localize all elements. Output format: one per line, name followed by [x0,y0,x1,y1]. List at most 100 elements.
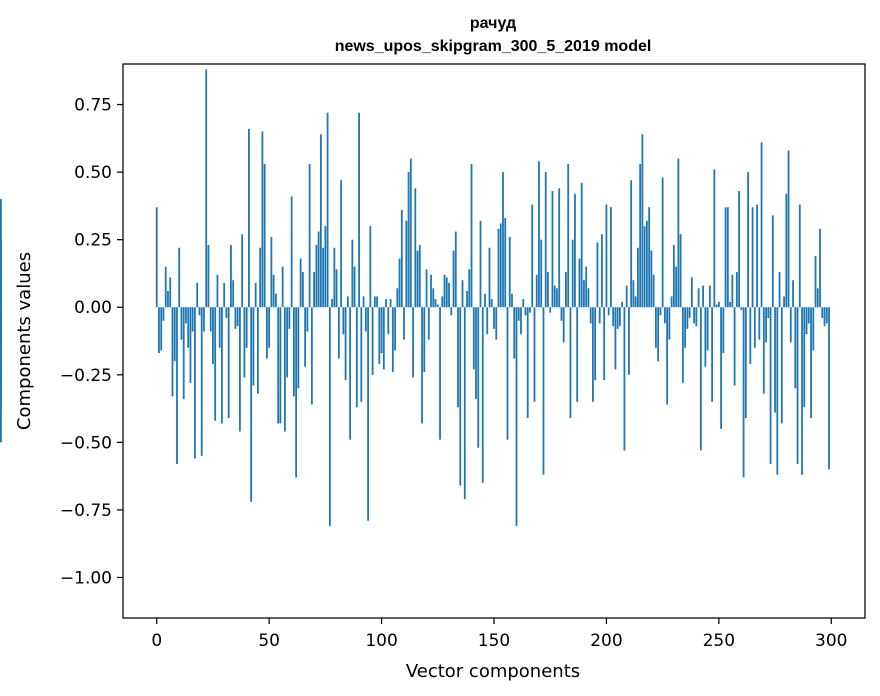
bar [531,204,534,308]
bar [207,245,210,308]
bar [502,172,504,308]
bar [767,307,770,319]
bar [672,245,675,308]
bar [340,180,342,308]
bar [762,307,765,394]
bar [430,274,432,308]
bar [659,307,662,316]
bar [785,193,788,308]
bar [713,169,716,308]
bar [160,307,163,351]
bar [553,285,556,308]
bar [722,307,725,354]
bar [515,307,518,527]
bar [569,307,572,419]
bar [798,204,801,308]
bar [686,307,689,329]
bar [708,285,711,308]
bar [601,234,603,308]
bar [614,307,617,370]
chart-title-line1: рачуд [470,15,516,32]
bar [0,307,2,443]
bar [452,250,455,308]
bar [252,307,255,386]
bar [230,245,232,308]
bar [275,293,277,308]
bar [778,272,781,308]
bar [209,307,212,332]
bar [825,307,828,324]
bar [495,307,498,340]
bar [583,280,585,308]
bar [421,307,423,424]
bar [497,228,500,308]
bar [214,307,217,421]
bar [556,288,558,308]
bar [387,307,390,335]
bar [239,307,241,432]
bar [317,231,320,308]
bar [580,182,583,308]
bar [535,274,538,308]
bar [684,307,687,348]
bar [551,191,554,308]
bar [412,307,414,378]
bar [756,204,758,308]
bar [641,134,644,308]
bar [668,307,671,340]
bar [821,307,824,319]
bar [699,307,702,451]
bar [780,307,783,424]
bar [679,234,682,308]
bar [526,307,529,419]
bar [351,239,354,308]
bar [769,307,772,464]
bar [742,307,745,478]
bar [630,180,633,308]
bar [803,307,806,408]
bar [266,307,268,359]
chart-title-line2: news_upos_skipgram_300_5_2019 model [335,38,652,55]
bar [560,307,563,321]
bar [432,288,435,308]
bar [520,307,522,335]
bar [585,266,588,308]
bar [358,112,360,308]
bar [565,272,567,308]
bar [248,128,250,308]
bar [765,307,767,343]
x-tick-label: 100 [365,631,397,651]
bar [801,307,803,475]
bar [675,266,678,308]
bar [650,250,653,308]
bar [304,307,307,367]
bar [594,307,597,381]
bar [607,307,610,316]
bar [690,277,693,308]
bar [450,307,453,316]
y-axis-title: Components values [14,252,35,430]
bar [490,299,493,308]
bar [513,307,516,359]
bar [272,274,275,308]
bar [164,266,167,308]
bar [740,307,743,310]
bar [263,163,266,308]
bar [472,307,475,370]
bar [349,307,351,440]
bar [657,307,660,362]
bar [445,277,448,308]
bar [457,307,459,408]
bar [380,307,383,354]
x-tick-label: 0 [151,631,162,651]
bar [346,296,349,308]
bar [484,293,486,308]
y-tick-label: −0.50 [60,433,112,453]
bar [774,307,776,413]
bar [425,269,428,308]
bar [369,226,372,308]
bar [567,163,570,308]
bar [688,307,691,319]
bar [288,307,291,329]
x-tick-label: 200 [590,631,622,651]
